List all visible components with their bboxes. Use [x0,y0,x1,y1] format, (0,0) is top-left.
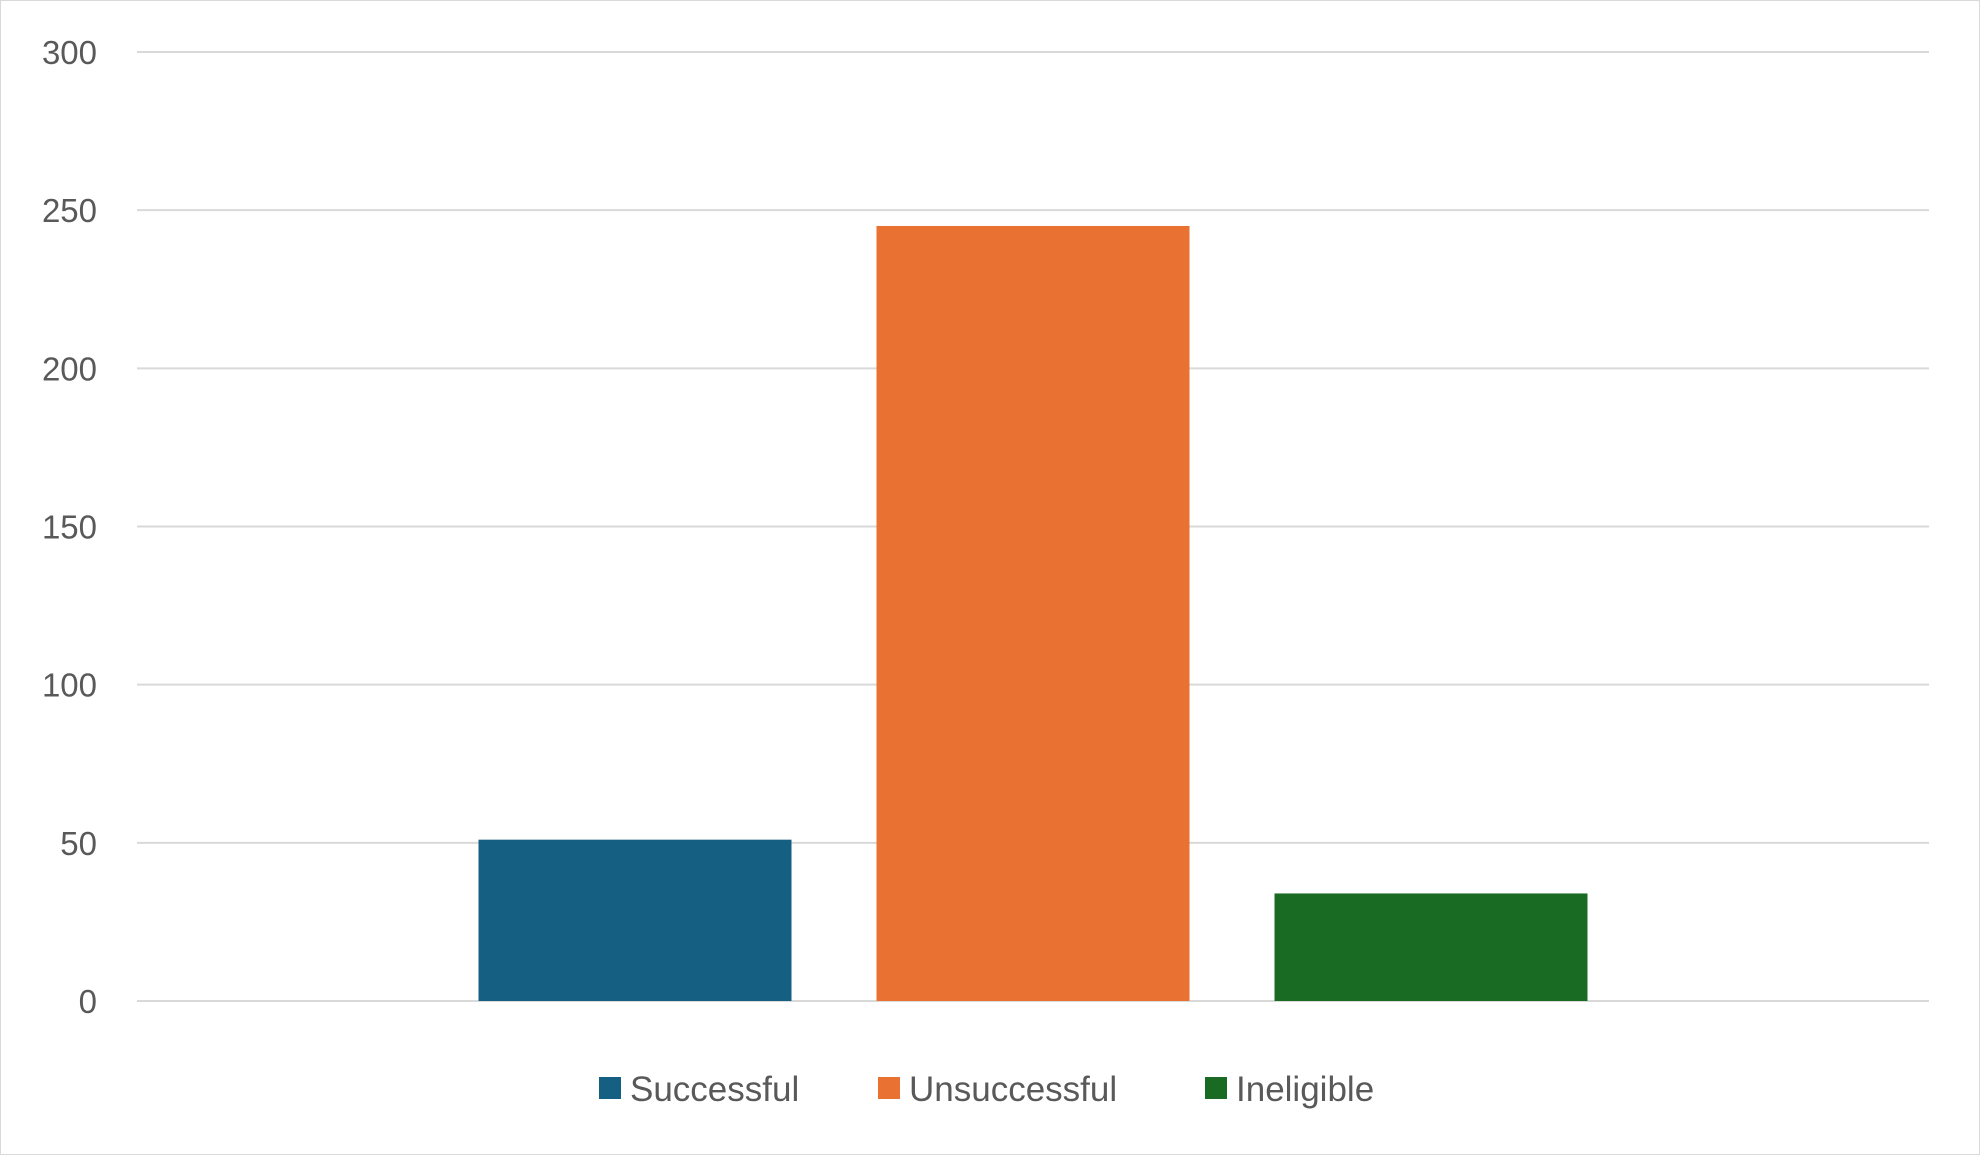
y-tick-label-300: 300 [42,34,97,71]
legend-item-unsuccessful: Unsuccessful [878,1070,1117,1109]
bar-unsuccessful [876,225,1190,1001]
y-tick-label-0: 0 [79,983,97,1020]
legend-label-ineligible: Ineligible [1236,1070,1374,1109]
y-tick-label-50: 50 [60,825,97,862]
bar-ineligible [1274,893,1588,1001]
legend-swatch-ineligible [1205,1077,1227,1099]
legend-item-successful: Successful [599,1070,799,1109]
legend-label-successful: Successful [630,1070,799,1109]
legend-label-unsuccessful: Unsuccessful [909,1070,1117,1109]
legend-swatch-unsuccessful [878,1077,900,1099]
y-tick-label-200: 200 [42,350,97,387]
y-tick-label-250: 250 [42,192,97,229]
bars [478,225,1588,1001]
y-axis-tick-labels: 0 50 100 150 200 250 300 [42,34,97,1020]
legend: Successful Unsuccessful Ineligible [599,1070,1374,1109]
bar-successful [478,839,792,1001]
legend-swatch-successful [599,1077,621,1099]
legend-item-ineligible: Ineligible [1205,1070,1374,1109]
y-tick-label-100: 100 [42,667,97,704]
y-tick-label-150: 150 [42,509,97,546]
